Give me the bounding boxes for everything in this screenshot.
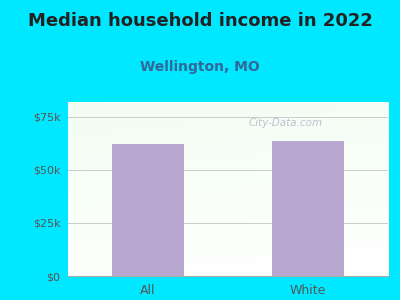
- Text: City-Data.com: City-Data.com: [248, 118, 323, 128]
- Bar: [112, 144, 184, 276]
- Text: Median household income in 2022: Median household income in 2022: [28, 12, 372, 30]
- Bar: [272, 141, 344, 276]
- Text: Wellington, MO: Wellington, MO: [140, 60, 260, 74]
